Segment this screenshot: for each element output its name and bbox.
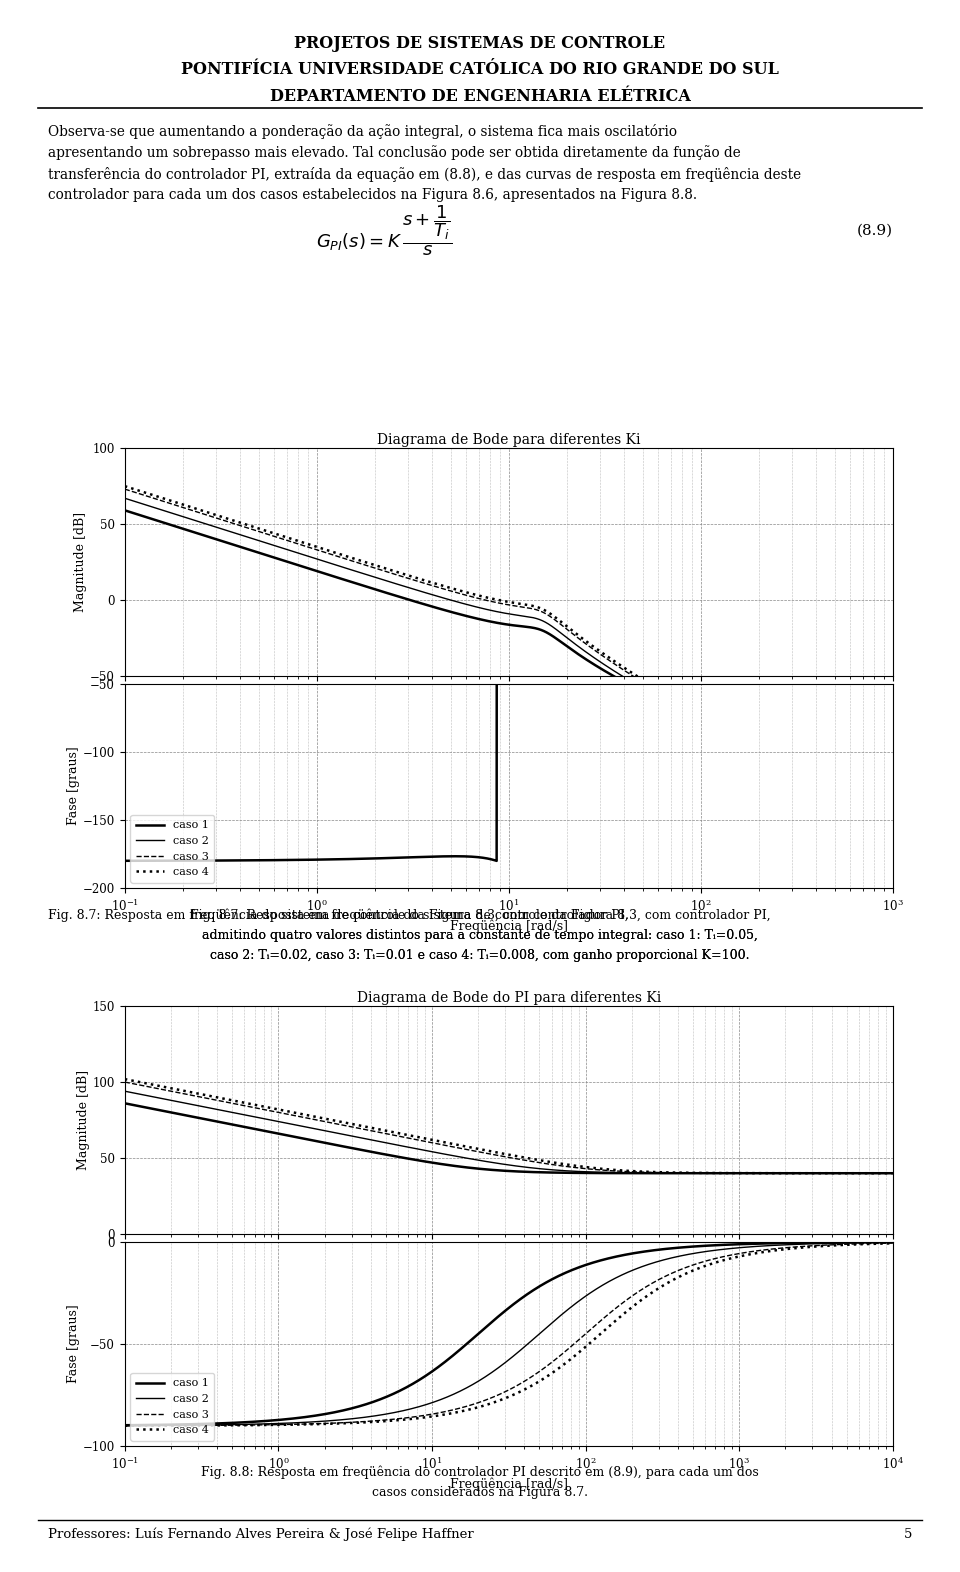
Y-axis label: Magnitude [dB]: Magnitude [dB] <box>77 1071 90 1170</box>
Text: PONTIFÍCIA UNIVERSIDADE CATÓLICA DO RIO GRANDE DO SUL: PONTIFÍCIA UNIVERSIDADE CATÓLICA DO RIO … <box>181 61 779 79</box>
X-axis label: Freqüência [rad/s]: Freqüência [rad/s] <box>450 920 567 932</box>
Title: Diagrama de Bode do PI para diferentes Ki: Diagrama de Bode do PI para diferentes K… <box>357 990 660 1005</box>
Text: apresentando um sobrepasso mais elevado. Tal conclusão pode ser obtida diretamen: apresentando um sobrepasso mais elevado.… <box>48 145 741 160</box>
Y-axis label: Fase [graus]: Fase [graus] <box>67 747 80 825</box>
Text: $G_{PI}(s) = K\,\dfrac{s + \dfrac{1}{T_i}}{s}$: $G_{PI}(s) = K\,\dfrac{s + \dfrac{1}{T_i… <box>316 204 452 258</box>
Text: (8.9): (8.9) <box>856 225 893 237</box>
Text: admitindo quatro valores distintos para a constante de tempo integral: caso 1: T: admitindo quatro valores distintos para … <box>202 929 758 942</box>
Text: Fig. 8.8: Resposta em freqüência do controlador PI descrito em (8.9), para cada : Fig. 8.8: Resposta em freqüência do cont… <box>202 1465 758 1479</box>
Text: Fig. 8.7: Resposta em freqüência do sistema de controle da Figura 8.3, com contr: Fig. 8.7: Resposta em freqüência do sist… <box>48 909 629 923</box>
Text: caso 2: Tᵢ=0.02, caso 3: Tᵢ=0.01 e caso 4: Tᵢ=0.008, com ganho proporcional K=10: caso 2: Tᵢ=0.02, caso 3: Tᵢ=0.01 e caso … <box>210 949 750 962</box>
Text: casos considerados na Figura 8.7.: casos considerados na Figura 8.7. <box>372 1486 588 1498</box>
Y-axis label: Magnitude [dB]: Magnitude [dB] <box>75 512 87 612</box>
Text: Observa-se que aumentando a ponderação da ação integral, o sistema fica mais osc: Observa-se que aumentando a ponderação d… <box>48 124 677 140</box>
Text: DEPARTAMENTO DE ENGENHARIA ELÉTRICA: DEPARTAMENTO DE ENGENHARIA ELÉTRICA <box>270 88 690 105</box>
Text: controlador para cada um dos casos estabelecidos na Figura 8.6, apresentados na : controlador para cada um dos casos estab… <box>48 187 697 201</box>
Text: Professores: Luís Fernando Alves Pereira & José Felipe Haffner: Professores: Luís Fernando Alves Pereira… <box>48 1528 473 1542</box>
Title: Diagrama de Bode para diferentes Ki: Diagrama de Bode para diferentes Ki <box>377 432 640 446</box>
Text: caso 2: Tᵢ=0.02, caso 3: Tᵢ=0.01 e caso 4: Tᵢ=0.008, com ganho proporcional K=10: caso 2: Tᵢ=0.02, caso 3: Tᵢ=0.01 e caso … <box>210 949 750 962</box>
Text: Fig. 8.7: Resposta em freqüência do sistema de controle da Figura 8.3, com contr: Fig. 8.7: Resposta em freqüência do sist… <box>190 909 770 923</box>
Y-axis label: Fase [graus]: Fase [graus] <box>67 1305 80 1383</box>
Text: admitindo quatro valores distintos para a constante de tempo integral: caso 1: T: admitindo quatro valores distintos para … <box>202 929 758 942</box>
X-axis label: Freqüência [rad/s]: Freqüência [rad/s] <box>450 1478 567 1490</box>
Legend: caso 1, caso 2, caso 3, caso 4: caso 1, caso 2, caso 3, caso 4 <box>131 814 214 882</box>
Text: transferência do controlador PI, extraída da equação em (8.8), e das curvas de r: transferência do controlador PI, extraíd… <box>48 167 802 182</box>
Text: 5: 5 <box>903 1528 912 1541</box>
Legend: caso 1, caso 2, caso 3, caso 4: caso 1, caso 2, caso 3, caso 4 <box>131 1372 214 1440</box>
Text: PROJETOS DE SISTEMAS DE CONTROLE: PROJETOS DE SISTEMAS DE CONTROLE <box>295 35 665 52</box>
